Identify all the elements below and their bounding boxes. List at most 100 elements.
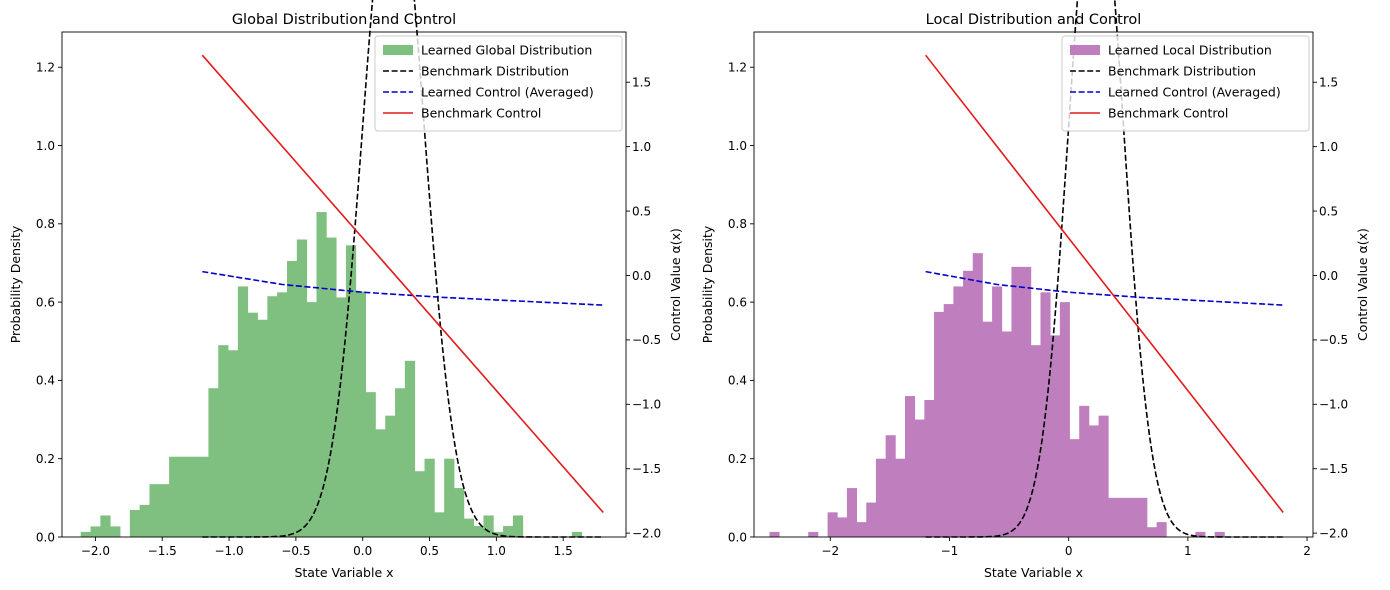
- histogram-bar: [80, 531, 91, 537]
- legend-label: Learned Control (Averaged): [1108, 85, 1281, 100]
- y2-tick-label: −0.5: [632, 333, 661, 347]
- histogram-bar: [1021, 266, 1032, 537]
- y2-tick-label: −1.5: [1319, 462, 1348, 476]
- histogram-bar: [1137, 497, 1148, 537]
- legend-swatch: [383, 45, 413, 55]
- histogram-bar: [149, 484, 160, 537]
- series-line-2: [202, 270, 604, 306]
- histogram-bar: [483, 515, 494, 537]
- y2-tick-label: 0.5: [632, 204, 651, 218]
- x-tick-label: −1.5: [148, 544, 177, 558]
- histogram-bar: [972, 253, 983, 537]
- histogram-bar: [1059, 302, 1070, 537]
- y2-tick-label: 1.0: [632, 140, 651, 154]
- histogram-bar: [963, 270, 974, 537]
- x-tick-label: −2: [821, 544, 839, 558]
- y2-axis-label: Control Value α(x): [668, 228, 683, 341]
- y2-tick-label: −1.0: [632, 398, 661, 412]
- histogram-bar: [355, 291, 366, 537]
- x-tick-label: −1.0: [214, 544, 243, 558]
- y-tick-label: 0.6: [728, 295, 747, 309]
- y2-tick-label: 1.0: [1319, 140, 1338, 154]
- legend-label: Benchmark Control: [421, 106, 541, 121]
- y-tick-label: 0.4: [36, 374, 55, 388]
- legend-box: [374, 35, 623, 132]
- histogram-bar: [395, 388, 406, 537]
- legend: Learned Global Distribution Benchmark Dis…: [374, 35, 623, 132]
- histogram-bar: [90, 526, 101, 537]
- legend-swatch: [1070, 45, 1100, 55]
- histogram-bar: [434, 512, 445, 537]
- histogram-bar: [169, 456, 180, 537]
- histogram-bar: [934, 311, 945, 537]
- histogram-bar: [982, 321, 993, 537]
- x-tick-label: 1: [1184, 544, 1192, 558]
- y-tick-label: 1.2: [36, 61, 55, 75]
- legend-label: Benchmark Distribution: [1108, 64, 1256, 79]
- y2-tick-label: −2.0: [632, 526, 661, 540]
- histogram-bar: [992, 286, 1003, 537]
- histogram-bar: [914, 419, 925, 537]
- histogram-bar: [493, 531, 504, 537]
- histogram-bar: [208, 388, 219, 537]
- legend-box: [1061, 35, 1310, 132]
- y2-tick-label: 0.5: [1319, 204, 1338, 218]
- chart-2: −2 −1 0 1 2 0.0 0.2 0.4 0.6 0.8 1.0 1.2 −2.0 −1.5 −1.0…: [700, 0, 1370, 580]
- y-tick-label: 1.0: [36, 139, 55, 153]
- y2-tick-label: −2.0: [1319, 526, 1348, 540]
- histogram-bar: [1088, 425, 1099, 537]
- plot-frame: [753, 31, 1314, 538]
- y2-tick-label: 1.5: [632, 76, 651, 90]
- y2-tick-label: 0.0: [1319, 269, 1338, 283]
- histogram-bar: [1001, 331, 1012, 537]
- histogram-bar: [1050, 335, 1061, 537]
- histogram-bar: [188, 456, 199, 537]
- histogram-bar: [286, 261, 298, 537]
- x-tick-label: 0.5: [420, 544, 439, 558]
- histogram: [80, 212, 583, 537]
- histogram-bar: [1108, 497, 1119, 537]
- histogram-bar: [1146, 527, 1158, 537]
- histogram-bar: [1079, 405, 1090, 537]
- y-tick-label: 0.6: [36, 295, 55, 309]
- x-tick-label: 1.5: [554, 544, 573, 558]
- legend-label: Learned Global Distribution: [421, 43, 592, 58]
- y-tick-label: 0.2: [728, 452, 747, 466]
- y-tick-label: 0.4: [728, 374, 747, 388]
- legend-label: Benchmark Control: [1108, 106, 1228, 121]
- histogram-bar: [885, 435, 896, 537]
- chart-title: Local Distribution and Control: [926, 12, 1142, 28]
- x-tick-label: 0.0: [353, 544, 372, 558]
- histogram-bar: [237, 286, 249, 537]
- histogram-bar: [512, 515, 524, 537]
- plot-frame: [61, 31, 627, 538]
- histogram-bar: [267, 296, 278, 537]
- histogram-bar: [463, 518, 475, 537]
- y-tick-label: 1.2: [728, 61, 747, 75]
- x-tick-label: −0.5: [281, 544, 310, 558]
- y2-tick-label: −1.0: [1319, 398, 1348, 412]
- histogram-bar: [345, 245, 357, 537]
- y2-axis-label: Control Value α(x): [1355, 228, 1370, 341]
- histogram-bar: [316, 212, 327, 537]
- histogram-bar: [808, 531, 819, 537]
- y2-tick-label: 0.0: [632, 269, 651, 283]
- histogram-bar: [198, 456, 209, 537]
- histogram-bar: [296, 239, 308, 537]
- y2-tick-label: −0.5: [1319, 333, 1348, 347]
- histogram-bar: [453, 488, 465, 537]
- y-tick-label: 0.0: [728, 530, 747, 544]
- y-tick-label: 0.8: [36, 217, 55, 231]
- y-tick-label: 0.8: [728, 217, 747, 231]
- histogram-bar: [769, 531, 780, 537]
- x-tick-label: 2: [1303, 544, 1311, 558]
- histogram-bar: [1214, 531, 1225, 537]
- y-tick-label: 0.0: [36, 530, 55, 544]
- histogram-bar: [904, 396, 916, 537]
- histogram-bar: [178, 456, 190, 537]
- histogram-bar: [257, 319, 268, 537]
- legend: Learned Local Distribution Benchmark Dist…: [1061, 35, 1310, 132]
- histogram-bar: [837, 517, 848, 537]
- chart-1: −2.0 −1.5 −1.0 −0.5 0.0 0.5 1.0 1.5 0.0 0.2 0.4 0.6…: [8, 0, 683, 580]
- y2-tick-label: 1.5: [1319, 76, 1338, 90]
